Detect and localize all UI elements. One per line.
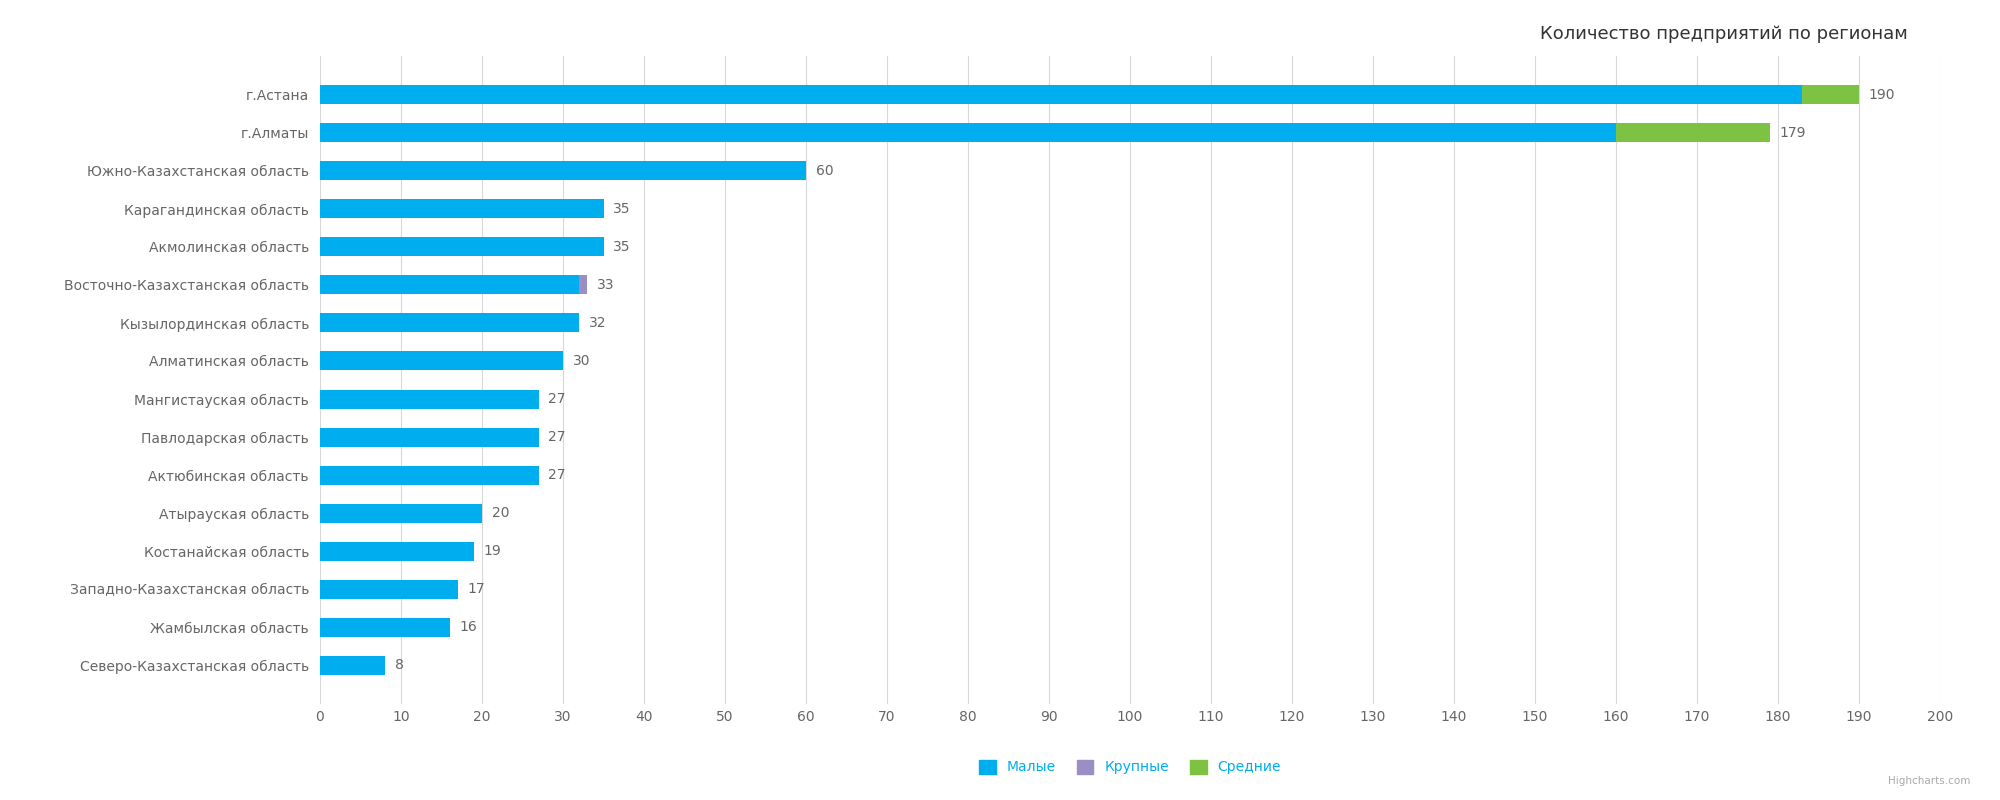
Bar xyxy=(320,162,806,181)
Text: 33: 33 xyxy=(598,278,614,292)
Bar xyxy=(320,238,604,257)
Text: 20: 20 xyxy=(492,506,510,520)
Bar xyxy=(320,351,564,370)
Bar xyxy=(320,427,538,446)
Bar xyxy=(320,503,482,522)
Text: 35: 35 xyxy=(614,240,630,254)
Text: 190: 190 xyxy=(1868,88,1896,102)
Text: 27: 27 xyxy=(548,468,566,482)
Bar xyxy=(1802,86,1860,105)
Text: 17: 17 xyxy=(468,582,486,596)
Text: 30: 30 xyxy=(572,354,590,368)
Legend: Малые, Крупные, Средние: Малые, Крупные, Средние xyxy=(972,753,1288,782)
Bar xyxy=(320,199,604,218)
Bar xyxy=(1616,123,1770,142)
Text: Количество предприятий по регионам: Количество предприятий по регионам xyxy=(1540,26,1908,43)
Bar xyxy=(320,618,450,637)
Text: Highcharts.com: Highcharts.com xyxy=(1888,776,1970,786)
Bar xyxy=(320,123,1616,142)
Bar xyxy=(580,275,588,294)
Text: 16: 16 xyxy=(460,620,478,634)
Bar xyxy=(320,314,580,333)
Bar xyxy=(320,275,580,294)
Text: 35: 35 xyxy=(614,202,630,216)
Text: 179: 179 xyxy=(1780,126,1806,140)
Bar xyxy=(320,655,384,674)
Text: 27: 27 xyxy=(548,392,566,406)
Text: 8: 8 xyxy=(394,658,404,672)
Bar xyxy=(320,86,1802,105)
Text: 60: 60 xyxy=(816,164,834,178)
Bar xyxy=(320,579,458,598)
Bar xyxy=(320,466,538,485)
Text: 32: 32 xyxy=(588,316,606,330)
Bar xyxy=(320,542,474,561)
Bar xyxy=(320,390,538,409)
Text: 27: 27 xyxy=(548,430,566,444)
Text: 19: 19 xyxy=(484,544,502,558)
